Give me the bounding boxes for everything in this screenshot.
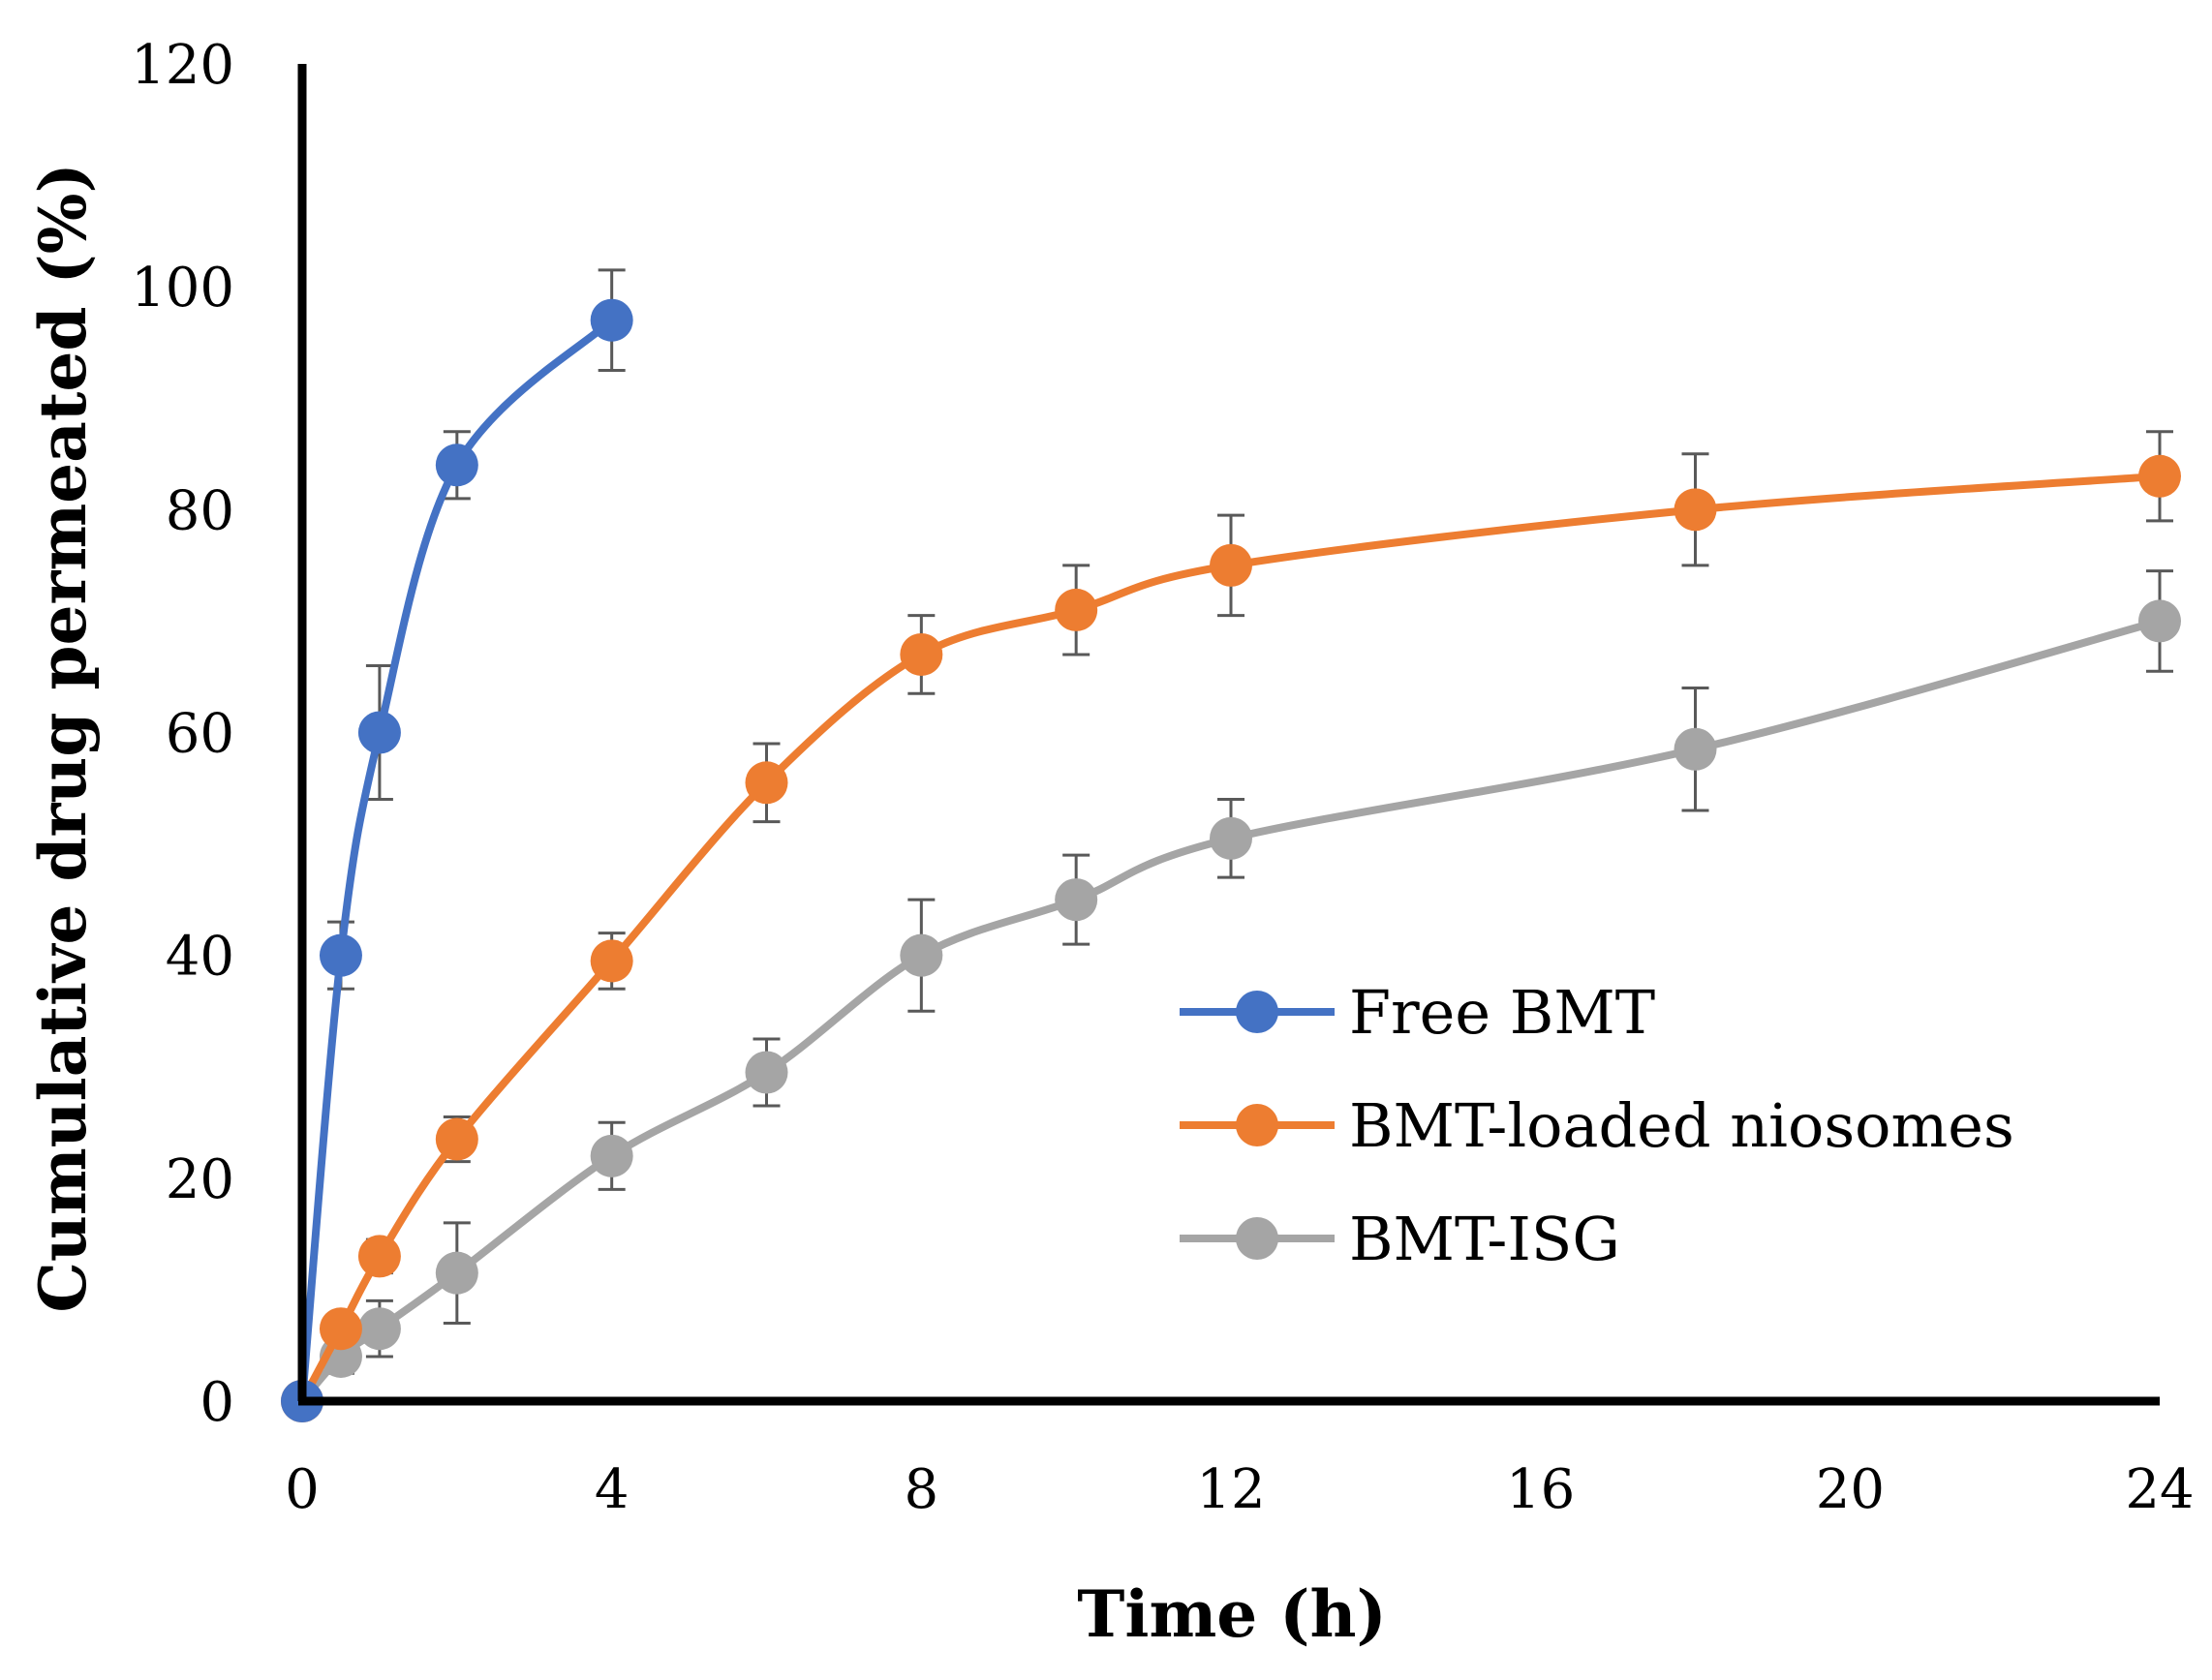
x-tick-label: 12 bbox=[1196, 1458, 1265, 1521]
data-point bbox=[745, 1051, 788, 1094]
data-point bbox=[1210, 816, 1252, 860]
axis-titles-layer: Time (h) Cumulative drug permeated (%) bbox=[25, 163, 1387, 1652]
legend-label: BMT-loaded niosomes bbox=[1349, 1090, 2014, 1161]
legend-label: Free BMT bbox=[1349, 977, 1655, 1048]
x-tick-label: 4 bbox=[595, 1458, 630, 1521]
x-tick-label: 0 bbox=[285, 1458, 320, 1521]
y-tick-label: 80 bbox=[166, 479, 234, 542]
series-bmt-loaded-niosomes bbox=[281, 430, 2181, 1422]
data-point bbox=[435, 1117, 478, 1161]
data-point bbox=[1055, 878, 1098, 922]
data-point bbox=[357, 711, 401, 754]
y-tick-label: 0 bbox=[200, 1371, 234, 1434]
y-tick-label: 20 bbox=[166, 1148, 234, 1211]
axes-layer bbox=[297, 64, 2160, 1406]
data-point bbox=[1210, 543, 1252, 587]
x-axis-title: Time (h) bbox=[1077, 1576, 1386, 1652]
legend-item-bmt-loaded-niosomes: BMT-loaded niosomes bbox=[1180, 1090, 2014, 1161]
data-point bbox=[2138, 454, 2181, 498]
x-tick-label: 16 bbox=[1506, 1458, 1575, 1521]
data-point bbox=[1674, 488, 1717, 532]
legend-item-free-bmt: Free BMT bbox=[1180, 977, 1655, 1048]
series-bmt-isg bbox=[281, 569, 2181, 1422]
y-tick-label: 40 bbox=[166, 926, 234, 989]
data-point bbox=[1055, 588, 1098, 631]
data-point bbox=[435, 443, 478, 487]
y-axis-title: Cumulative drug permeated (%) bbox=[25, 163, 101, 1312]
y-tick-label: 100 bbox=[131, 257, 234, 320]
data-point bbox=[319, 1307, 362, 1351]
tick-labels-layer: 0 4 8 12 16 20 24 0 20 40 60 80 100 120 bbox=[131, 34, 2195, 1521]
data-point bbox=[435, 1251, 478, 1295]
data-point bbox=[357, 1235, 401, 1278]
legend-item-bmt-isg: BMT-ISG bbox=[1180, 1204, 1620, 1274]
legend-marker-swatch bbox=[1236, 991, 1278, 1033]
legend-label: BMT-ISG bbox=[1349, 1204, 1620, 1274]
x-tick-label: 8 bbox=[905, 1458, 939, 1521]
legend-marker-swatch bbox=[1236, 1104, 1278, 1146]
data-point bbox=[1674, 727, 1717, 771]
series-layer bbox=[281, 268, 2181, 1422]
data-point bbox=[590, 298, 633, 342]
data-point bbox=[357, 1307, 401, 1351]
data-point bbox=[745, 761, 788, 805]
data-point bbox=[2138, 599, 2181, 643]
y-tick-label: 120 bbox=[131, 34, 234, 97]
data-point bbox=[590, 1134, 633, 1177]
legend: Free BMT BMT-loaded niosomes BMT-ISG bbox=[1180, 977, 2014, 1274]
y-tick-label: 60 bbox=[166, 703, 234, 766]
x-tick-label: 24 bbox=[2125, 1458, 2194, 1521]
data-point bbox=[590, 939, 633, 983]
data-point bbox=[319, 933, 362, 977]
series-free-bmt bbox=[281, 268, 633, 1422]
x-tick-label: 20 bbox=[1816, 1458, 1885, 1521]
data-point bbox=[900, 933, 943, 977]
legend-marker-swatch bbox=[1236, 1217, 1278, 1260]
series-line bbox=[298, 472, 2164, 1405]
data-point bbox=[900, 632, 943, 676]
